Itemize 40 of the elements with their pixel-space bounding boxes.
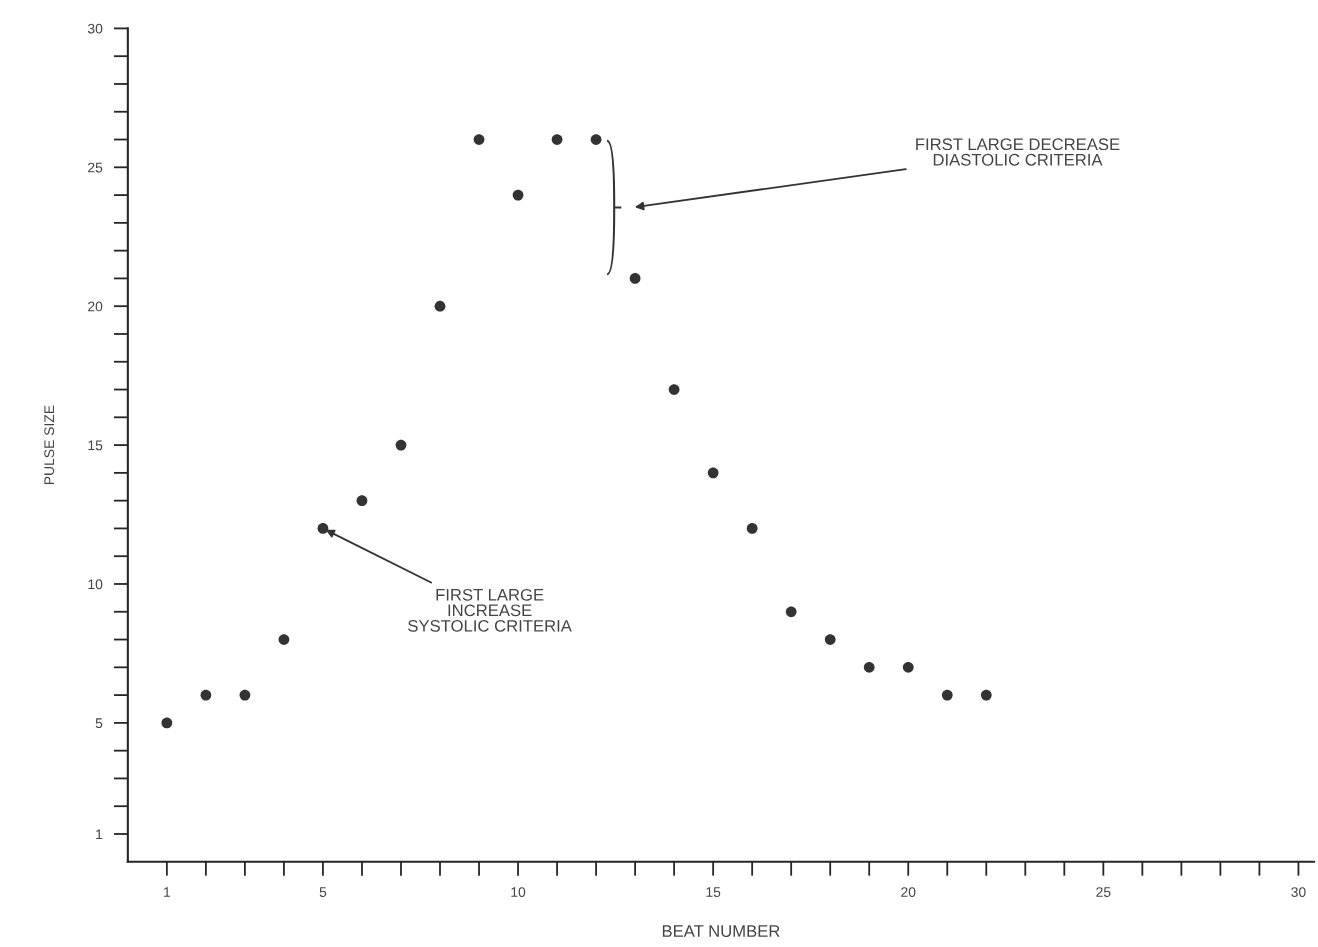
y-tick-label: 5 [95,718,103,729]
point [668,384,680,395]
y-tick-label: 30 [87,23,103,34]
point [980,689,992,701]
point [941,689,953,701]
x-tick-label: 25 [1096,887,1111,897]
y-tick-label: 10 [88,579,103,590]
y-tick-label: 15 [88,440,103,451]
y-tick-label: 25 [88,162,103,173]
point [512,189,524,201]
x-axis-title: BEAT NUMBER [662,925,780,937]
y-tick-label: 20 [88,301,103,312]
point [785,606,797,618]
point [551,134,563,145]
point [863,661,875,673]
point [395,439,407,451]
y-axis-title: PULSE SIZE [44,405,55,485]
point [746,523,758,534]
point [239,689,251,701]
x-tick-label: 15 [706,887,721,897]
point [902,661,914,673]
point [434,300,446,312]
point [629,273,641,284]
x-tick-label: 30 [1291,887,1306,897]
x-tick-label: 20 [901,887,916,897]
point [278,634,290,645]
point [590,134,602,145]
annotation: FIRST LARGE INCREASE SYSTOLIC CRITERIA [408,588,572,632]
x-tick-label: 5 [319,887,327,897]
point [356,495,368,507]
annotation: FIRST LARGE DECREASE DIASTOLIC CRITERIA [916,138,1120,166]
point [161,717,173,729]
y-tick-label: 1 [96,829,103,840]
point [707,467,719,479]
point [824,634,836,645]
point [200,689,212,701]
x-tick-label: 10 [511,887,526,897]
x-tick-label: 1 [164,887,171,897]
point [317,523,329,534]
point [473,134,485,145]
